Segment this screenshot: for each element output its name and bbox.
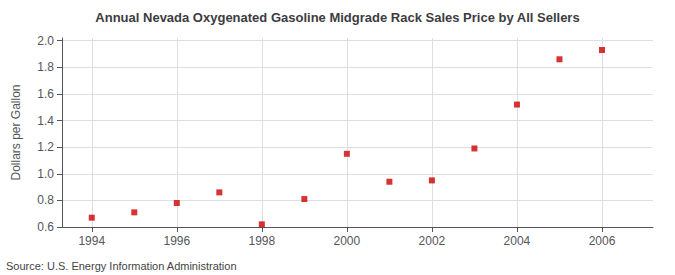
svg-text:2004: 2004: [504, 234, 531, 248]
svg-text:2006: 2006: [589, 234, 616, 248]
svg-text:1996: 1996: [163, 234, 190, 248]
svg-text:1.6: 1.6: [37, 87, 54, 101]
svg-text:Dollars per Gallon: Dollars per Gallon: [9, 84, 23, 180]
svg-text:1.4: 1.4: [37, 114, 54, 128]
svg-text:0.6: 0.6: [37, 220, 54, 234]
svg-text:0.8: 0.8: [37, 193, 54, 207]
svg-text:Annual Nevada Oxygenated Gasol: Annual Nevada Oxygenated Gasoline Midgra…: [95, 10, 579, 25]
svg-text:2002: 2002: [419, 234, 446, 248]
svg-text:1.8: 1.8: [37, 60, 54, 74]
svg-text:1.0: 1.0: [37, 167, 54, 181]
svg-text:1998: 1998: [248, 234, 275, 248]
svg-text:2.0: 2.0: [37, 34, 54, 48]
svg-text:2000: 2000: [334, 234, 361, 248]
svg-text:1.2: 1.2: [37, 140, 54, 154]
svg-text:Source: U.S. Energy Informatio: Source: U.S. Energy Information Administ…: [6, 260, 237, 272]
svg-text:1994: 1994: [78, 234, 105, 248]
